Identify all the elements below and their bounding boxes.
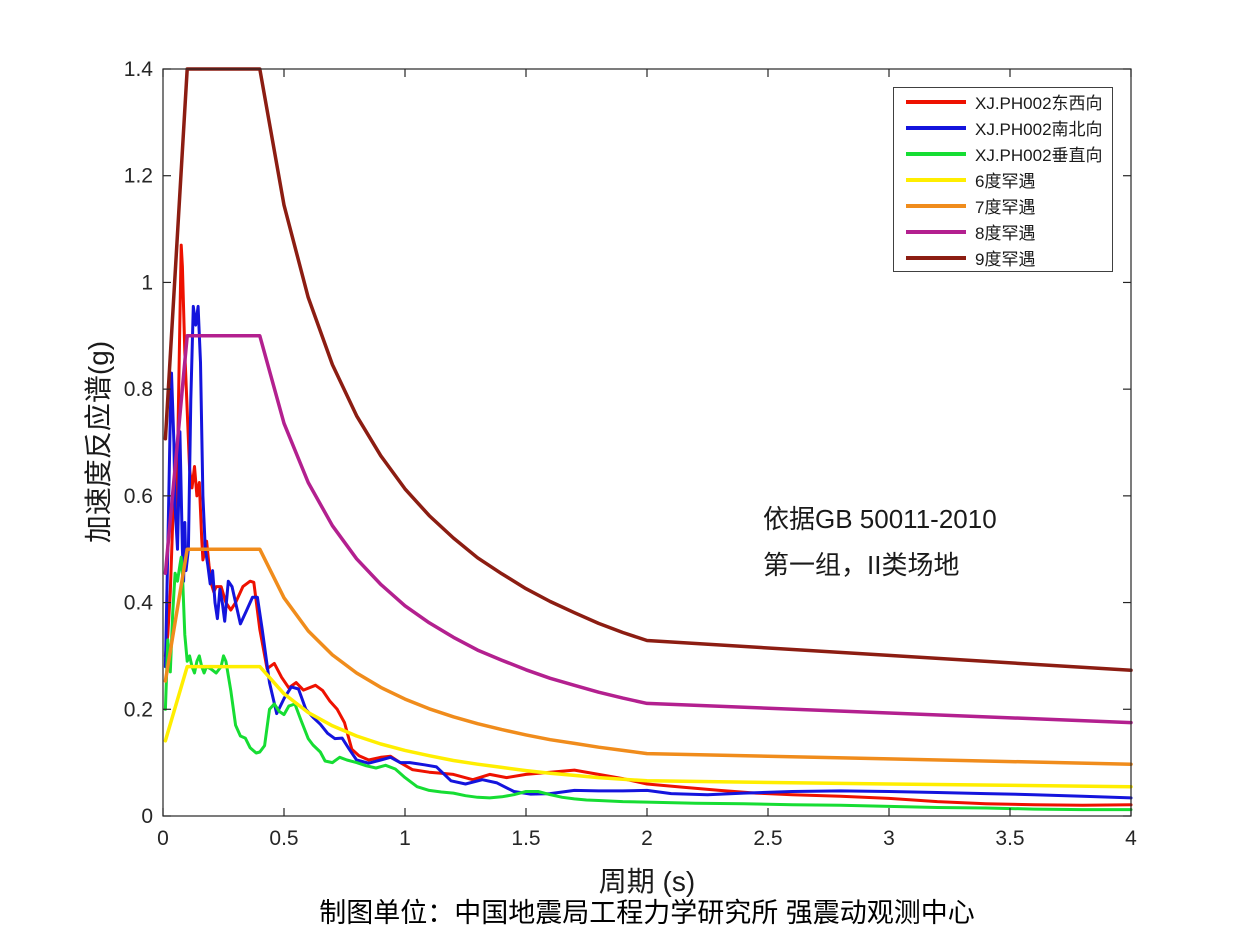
legend-item-6: 9度罕遇 bbox=[894, 245, 1112, 270]
series-line-5 bbox=[163, 334, 1133, 725]
x-tick-label: 2.5 bbox=[753, 827, 782, 850]
legend-item-0: XJ.PH002东西向 bbox=[894, 89, 1112, 114]
x-tick-label: 1.5 bbox=[511, 827, 540, 850]
legend-item-4: 7度罕遇 bbox=[894, 193, 1112, 218]
legend-line-swatch bbox=[906, 125, 966, 130]
x-tick-label: 0.5 bbox=[269, 827, 298, 850]
y-tick-label: 0.2 bbox=[124, 698, 153, 721]
code-annotation-line1: 依据GB 50011-2010 bbox=[763, 504, 997, 534]
code-annotation-line2: 第一组，II类场地 bbox=[763, 550, 960, 580]
x-tick-label: 3 bbox=[883, 827, 895, 850]
y-tick-label: 0.6 bbox=[124, 485, 153, 508]
series-line-4 bbox=[163, 547, 1133, 766]
code-annotation: 依据GB 50011-2010 第一组，II类场地 bbox=[763, 496, 997, 588]
series-line-3 bbox=[163, 664, 1133, 789]
y-tick-label: 1.2 bbox=[124, 165, 153, 188]
legend-line-swatch bbox=[906, 229, 966, 234]
legend-line-swatch bbox=[906, 203, 966, 208]
y-tick-label: 1.4 bbox=[124, 58, 154, 81]
series-line-6 bbox=[163, 67, 1133, 673]
x-axis-label: 周期 (s) bbox=[598, 866, 696, 897]
legend-item-1: XJ.PH002南北向 bbox=[894, 115, 1112, 140]
figure-caption: 制图单位：中国地震局工程力学研究所 强震动观测中心 bbox=[319, 898, 975, 928]
legend-label: 8度罕遇 bbox=[975, 224, 1036, 243]
legend-label: 7度罕遇 bbox=[975, 198, 1036, 217]
y-tick-label: 0.8 bbox=[124, 378, 153, 401]
y-tick-label: 1 bbox=[141, 271, 153, 294]
series-line-2 bbox=[163, 555, 1133, 812]
legend-line-swatch bbox=[906, 255, 966, 260]
legend: XJ.PH002东西向 XJ.PH002南北向 XJ.PH002垂直向 6度罕遇 7度罕… bbox=[893, 87, 1113, 272]
x-tick-label: 0 bbox=[157, 827, 169, 850]
legend-line-swatch bbox=[906, 177, 966, 182]
legend-line-swatch bbox=[906, 151, 966, 156]
x-tick-label: 4 bbox=[1125, 827, 1137, 850]
y-axis-label: 加速度反应谱(g) bbox=[83, 340, 114, 544]
legend-label: 9度罕遇 bbox=[975, 250, 1036, 269]
x-tick-label: 3.5 bbox=[995, 827, 1024, 850]
legend-line-swatch bbox=[906, 99, 966, 104]
x-tick-label: 2 bbox=[641, 827, 653, 850]
legend-item-5: 8度罕遇 bbox=[894, 219, 1112, 244]
legend-label: XJ.PH002东西向 bbox=[975, 94, 1103, 113]
x-tick-label: 1 bbox=[399, 827, 411, 850]
y-tick-label: 0.4 bbox=[124, 592, 154, 615]
y-tick-label: 0 bbox=[141, 805, 153, 828]
legend-label: XJ.PH002垂直向 bbox=[975, 146, 1103, 165]
legend-item-2: XJ.PH002垂直向 bbox=[894, 141, 1112, 166]
legend-label: XJ.PH002南北向 bbox=[975, 120, 1103, 139]
legend-label: 6度罕遇 bbox=[975, 172, 1036, 191]
legend-item-3: 6度罕遇 bbox=[894, 167, 1112, 192]
